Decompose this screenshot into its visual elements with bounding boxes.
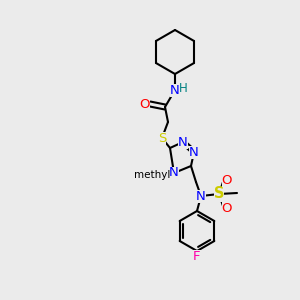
Text: O: O — [140, 98, 150, 110]
Text: O: O — [222, 173, 232, 187]
Text: N: N — [170, 83, 180, 97]
Text: N: N — [178, 136, 188, 148]
Text: S: S — [214, 187, 224, 202]
Text: S: S — [158, 131, 166, 145]
Text: N: N — [169, 167, 179, 179]
Text: methyl: methyl — [134, 170, 170, 180]
Text: H: H — [178, 82, 188, 95]
Text: F: F — [193, 250, 201, 262]
Text: O: O — [222, 202, 232, 214]
Text: N: N — [189, 146, 199, 158]
Text: N: N — [196, 190, 206, 202]
